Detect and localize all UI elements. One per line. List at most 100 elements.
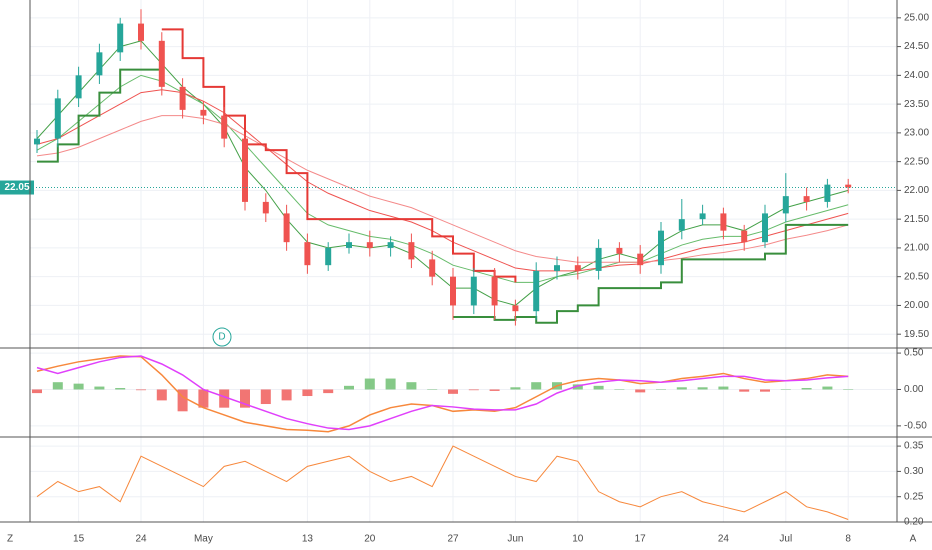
candle-body (512, 305, 519, 312)
histogram-bar (635, 389, 646, 393)
event-marker-label: D (218, 332, 225, 343)
histogram-bar (801, 388, 812, 390)
candle-body (470, 276, 477, 306)
y-tick-label: 19.50 (904, 329, 929, 340)
histogram-bar (593, 385, 604, 390)
histogram-bar (427, 389, 438, 390)
indicator-line (161, 28, 517, 283)
y-tick-label: 20.50 (904, 271, 929, 282)
candle-body (595, 247, 602, 271)
candle-body (554, 265, 560, 271)
histogram-bar (697, 387, 708, 390)
histogram-bar (531, 382, 542, 390)
candle-body (325, 247, 332, 266)
candle-body (699, 213, 706, 220)
histogram-bar (489, 389, 500, 391)
x-tick-label: 24 (135, 534, 147, 545)
candle-body (387, 242, 394, 248)
candle-body (346, 242, 352, 248)
histogram-bar (115, 388, 126, 390)
histogram-bar (406, 382, 417, 390)
x-tick-label: May (194, 534, 213, 545)
histogram-bar (843, 389, 854, 390)
histogram-bar (219, 389, 230, 408)
y-tick-label: -0.50 (904, 421, 927, 432)
oscillator-line (36, 445, 849, 520)
histogram-bar (94, 386, 105, 390)
event-marker (212, 327, 232, 347)
y-tick-label: 24.50 (904, 41, 929, 52)
candle-body (221, 115, 228, 139)
histogram-bar (364, 378, 375, 390)
candle-body (533, 270, 540, 312)
histogram-bar (739, 389, 750, 392)
x-tick-label: Jul (779, 534, 792, 545)
candle-body (158, 40, 165, 87)
y-tick-label: 21.00 (904, 243, 929, 254)
histogram-bar (136, 389, 146, 391)
candle-body (741, 230, 748, 243)
histogram-bar (760, 389, 770, 392)
histogram-bar (510, 387, 521, 390)
candle-body (574, 265, 581, 271)
candle-body (803, 196, 810, 202)
histogram-bar (323, 389, 334, 394)
histogram-bar (822, 386, 833, 390)
histogram-bar (177, 389, 188, 412)
histogram-bar (52, 382, 63, 390)
histogram-bar (468, 389, 479, 391)
candle-body (262, 201, 269, 214)
y-tick-label: 0.50 (904, 348, 924, 359)
candle-body (429, 259, 436, 277)
candle-body (408, 242, 415, 260)
candle-body (658, 230, 664, 266)
y-tick-label: 23.50 (904, 99, 929, 110)
candle-body (283, 213, 290, 243)
histogram-bar (448, 389, 458, 394)
indicator-line (36, 74, 849, 283)
candle-body (138, 23, 144, 41)
histogram-bar (281, 389, 292, 401)
histogram-bar (780, 389, 791, 390)
histogram-bar (656, 389, 666, 390)
y-tick-label: 0.00 (904, 384, 924, 395)
x-tick-label: 8 (845, 534, 851, 545)
y-tick-label: 23.00 (904, 128, 929, 139)
macd-line (36, 355, 849, 433)
candle-body (304, 242, 311, 266)
x-tick-label: 17 (635, 534, 647, 545)
y-tick-label: 0.25 (904, 491, 924, 502)
last-price-box (0, 180, 34, 195)
candle-body (117, 23, 124, 53)
scale-button[interactable]: Z (7, 534, 13, 545)
x-tick-label: 24 (718, 534, 730, 545)
candle-body (637, 253, 644, 266)
x-tick-label: 13 (302, 534, 314, 545)
histogram-bar (32, 389, 42, 394)
x-tick-label: Jun (507, 534, 523, 545)
y-tick-label: 22.00 (904, 185, 929, 196)
candle-body (616, 247, 623, 254)
histogram-bar (676, 387, 687, 390)
candle-body (491, 276, 498, 306)
y-tick-label: 0.30 (904, 466, 924, 477)
candle-body (720, 213, 727, 231)
candle-body (450, 276, 456, 306)
histogram-bar (614, 389, 625, 390)
candle-body (678, 219, 685, 231)
candle-body (366, 242, 373, 248)
histogram-bar (240, 389, 250, 408)
y-tick-label: 24.00 (904, 70, 929, 81)
histogram-bar (198, 389, 209, 408)
candle-body (845, 184, 852, 188)
candle-body (96, 52, 103, 76)
candle-body (179, 86, 186, 110)
candle-body (200, 109, 207, 116)
y-tick-label: 22.50 (904, 156, 929, 167)
macd-line (36, 355, 849, 431)
histogram-bar (156, 389, 167, 401)
y-tick-label: 20.00 (904, 300, 929, 311)
auto-button[interactable]: A (910, 534, 917, 545)
histogram-bar (260, 389, 271, 405)
